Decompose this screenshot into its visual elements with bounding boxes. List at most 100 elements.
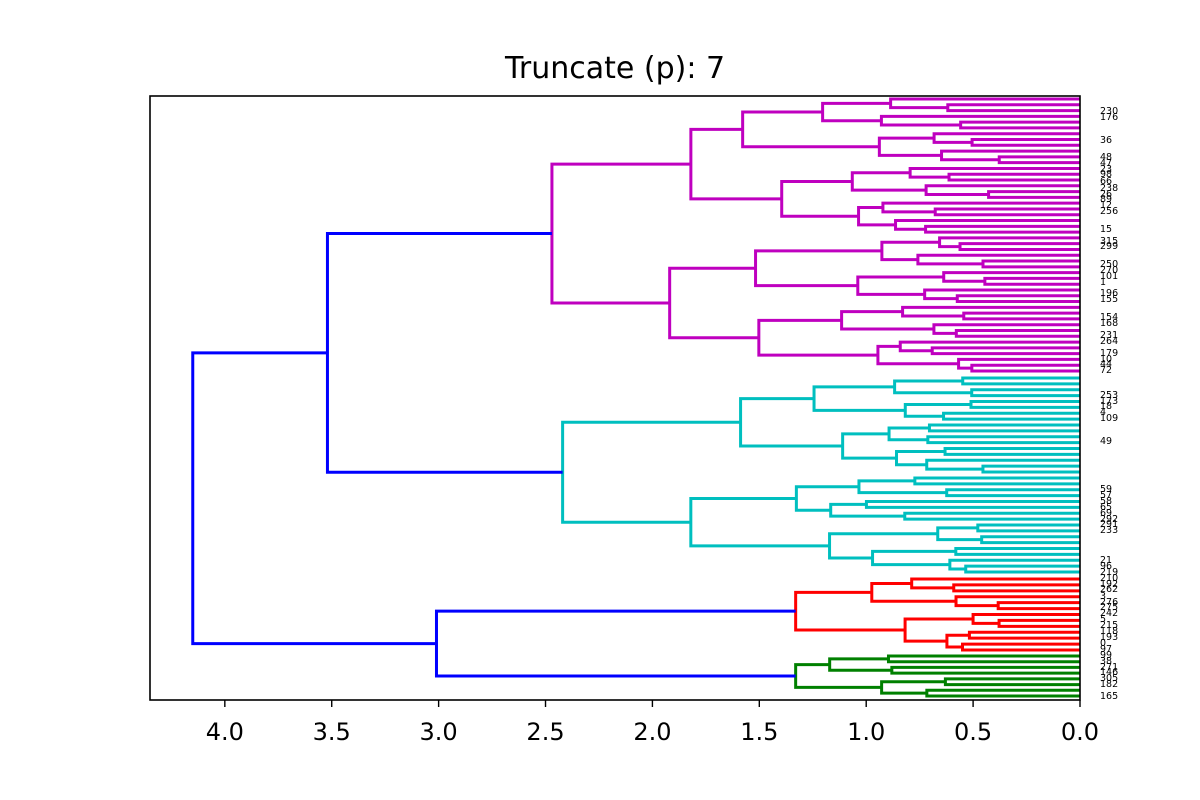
dendrogram-link [959, 120, 1080, 130]
leaf-label: 250 [1100, 259, 1118, 270]
leaf-label: 96 [1100, 561, 1112, 572]
leaf-label: 57 [1100, 490, 1112, 501]
x-tick-label: 2.0 [633, 718, 671, 746]
dendrogram-link [927, 423, 1080, 433]
dendrogram-link [828, 657, 892, 672]
leaf-label: 3 [1100, 591, 1106, 602]
dendrogram-link [981, 464, 1080, 474]
leaf-label: 97 [1100, 644, 1112, 655]
leaf-label: 256 [1100, 206, 1118, 217]
dendrogram-link [840, 310, 934, 331]
leaf-label: 154 [1100, 312, 1118, 323]
dendrogram-link [936, 526, 982, 542]
dendrogram-link [561, 420, 741, 524]
x-tick-label: 2.5 [526, 718, 564, 746]
dendrogram-link [964, 564, 1080, 574]
leaf-labels: 2301763648472398662382689122561531529925… [1100, 106, 1118, 702]
dendrogram-link [983, 276, 1080, 286]
x-tick-label: 3.5 [313, 718, 351, 746]
leaf-label: 12 [1100, 200, 1112, 211]
leaf-label: 89 [1100, 194, 1112, 205]
leaf-label: 118 [1100, 626, 1118, 637]
dendrogram-link [976, 523, 1080, 533]
leaf-label: 99 [1100, 650, 1112, 661]
leaf-label: 59 [1100, 484, 1112, 495]
dendrogram-link [780, 179, 859, 218]
leaf-label: 230 [1100, 106, 1118, 117]
dendrogram-link [812, 385, 906, 412]
x-tick-label: 0.0 [1061, 718, 1099, 746]
leaf-label: 231 [1100, 330, 1118, 341]
leaf-label: 179 [1100, 348, 1118, 359]
leaf-label: 276 [1100, 597, 1118, 608]
dendrogram-link [930, 346, 1080, 356]
dendrogram-link [962, 311, 1080, 321]
dendrogram-link [893, 379, 972, 395]
leaf-label: 165 [1100, 691, 1118, 702]
leaf-label: 192 [1100, 579, 1118, 590]
dendrogram-link [828, 532, 938, 560]
dendrogram-link [980, 535, 1080, 545]
dendrogram-link [925, 688, 1080, 698]
x-tick-label: 3.0 [420, 718, 458, 746]
chart-title: Truncate (p): 7 [504, 51, 725, 86]
leaf-label: 47 [1100, 158, 1112, 169]
leaf-label: 299 [1100, 241, 1118, 252]
leaf-label: 15 [1100, 224, 1112, 235]
leaf-label: 38 [1100, 656, 1112, 667]
x-tick-label: 1.0 [847, 718, 885, 746]
dendrogram-link [689, 497, 830, 548]
leaf-label: 69 [1100, 508, 1112, 519]
leaf-label: 182 [1100, 679, 1118, 690]
leaf-label: 291 [1100, 519, 1118, 530]
dendrogram-link [970, 388, 1080, 398]
leaf-label: 196 [1100, 288, 1118, 299]
dendrogram-link [856, 275, 944, 296]
dendrogram-link [903, 511, 1080, 521]
dendrogram-link [997, 618, 1080, 628]
dendrogram-link [877, 136, 942, 157]
leaf-label: 219 [1100, 567, 1118, 578]
leaf-label: 58 [1100, 496, 1112, 507]
leaf-label: 305 [1100, 673, 1118, 684]
dendrogram-link [913, 476, 1080, 486]
leaf-label: 242 [1100, 608, 1118, 619]
dendrogram-links [191, 97, 1080, 698]
dendrogram-link [895, 449, 946, 467]
leaf-label: 275 [1100, 602, 1118, 613]
leaf-label: 26 [1100, 189, 1112, 200]
dendrogram-link [850, 171, 927, 192]
dendrogram-link [947, 172, 1080, 182]
x-axis: 4.0 3.5 3.0 2.5 2.0 1.5 1.0 0.5 0.0 [206, 700, 1099, 746]
dendrogram-link [741, 110, 880, 149]
leaf-label: 1 [1100, 277, 1106, 288]
dendrogram-link [969, 400, 1080, 409]
x-tick-label: 4.0 [206, 718, 244, 746]
leaf-label: 238 [1100, 183, 1118, 194]
leaf-label: 66 [1100, 176, 1112, 187]
dendrogram-link [857, 206, 896, 227]
dendrogram-link [958, 242, 1080, 251]
dendrogram-link [890, 665, 1080, 675]
leaf-label: 72 [1100, 365, 1112, 376]
dendrogram-link [794, 663, 882, 689]
dendrogram-link [961, 642, 1080, 652]
leaf-label: 155 [1100, 294, 1118, 305]
leaf-label: 23 [1100, 164, 1112, 175]
plot-frame [149, 95, 1081, 701]
dendrogram-link [952, 583, 1080, 593]
dendrogram-link [997, 155, 1080, 165]
dendrogram-link [955, 294, 1080, 304]
dendrogram-link [191, 351, 437, 646]
leaf-label: 146 [1100, 667, 1118, 678]
dendrogram-link [887, 426, 930, 442]
leaf-label: 5 [1100, 614, 1106, 625]
dendrogram-link [754, 249, 882, 288]
leaf-label: 10 [1100, 354, 1112, 365]
dendrogram-link [880, 240, 940, 262]
dendrogram-link [924, 224, 1080, 234]
leaf-label: 44 [1100, 359, 1112, 370]
dendrogram-link [926, 435, 1080, 445]
leaf-label: 36 [1100, 135, 1112, 146]
leaf-label: 262 [1100, 584, 1118, 595]
